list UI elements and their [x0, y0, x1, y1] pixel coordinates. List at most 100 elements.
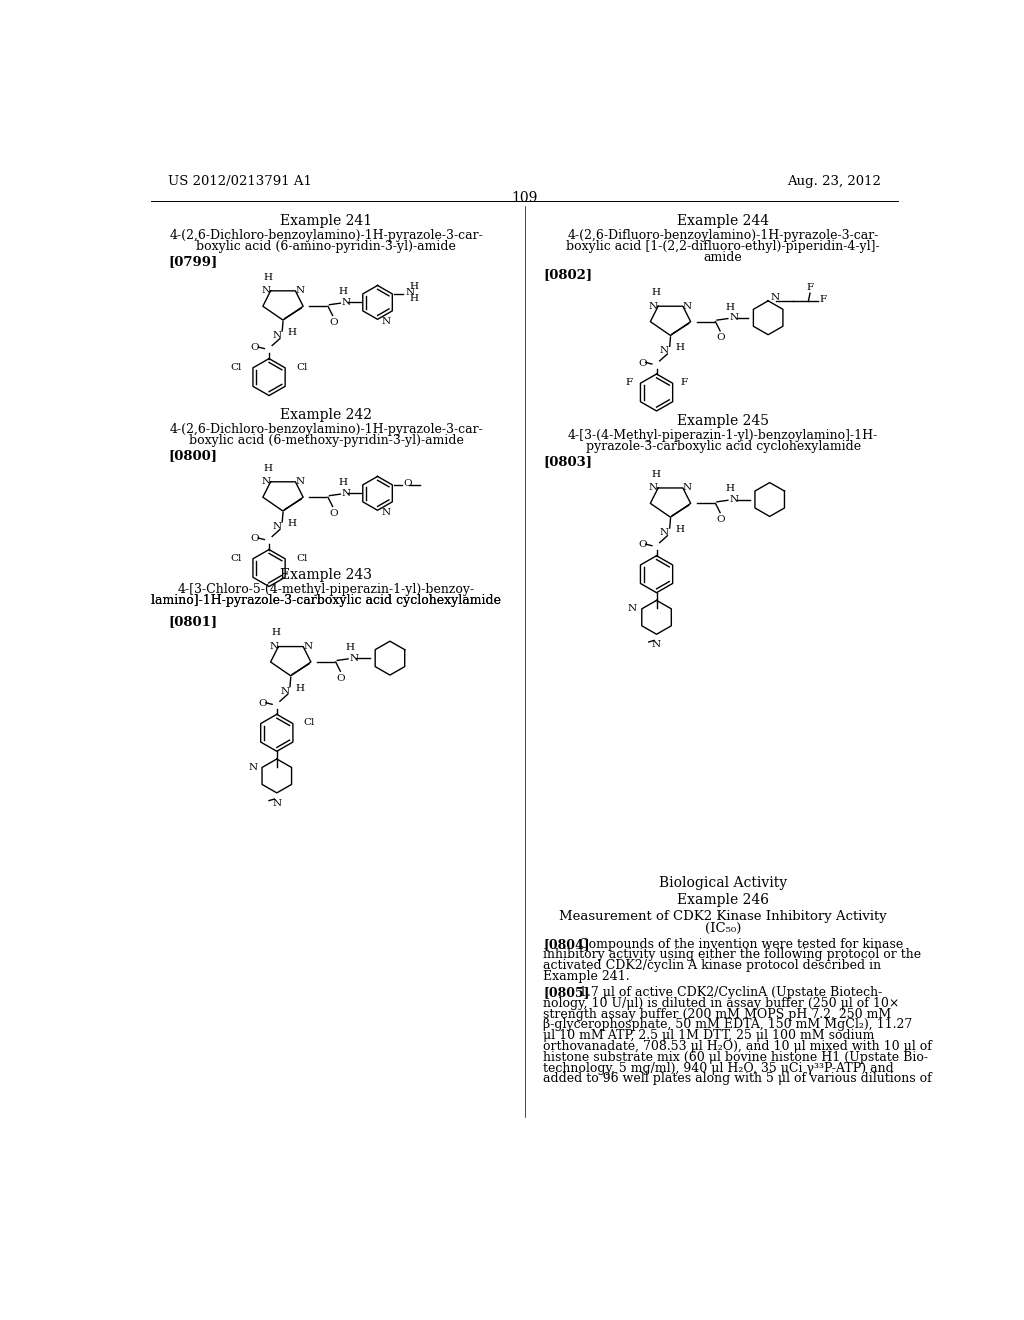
Text: Biological Activity: Biological Activity: [659, 876, 787, 890]
Text: N: N: [248, 763, 257, 772]
Text: Cl: Cl: [230, 363, 242, 371]
Text: Cl: Cl: [296, 553, 307, 562]
Text: 109: 109: [512, 191, 538, 205]
Text: N: N: [261, 478, 270, 486]
Text: Example 241.: Example 241.: [544, 970, 630, 983]
Text: H: H: [410, 294, 419, 304]
Text: boxylic acid (6-methoxy-pyridin-3-yl)-amide: boxylic acid (6-methoxy-pyridin-3-yl)-am…: [189, 434, 464, 447]
Text: Example 244: Example 244: [677, 214, 769, 228]
Text: 4-(2,6-Dichloro-benzoylamino)-1H-pyrazole-3-car-: 4-(2,6-Dichloro-benzoylamino)-1H-pyrazol…: [170, 424, 483, 437]
Text: technology, 5 mg/ml), 940 μl H₂O, 35 μCi γ³³P-ATP) and: technology, 5 mg/ml), 940 μl H₂O, 35 μCi…: [544, 1061, 894, 1074]
Text: O: O: [337, 673, 345, 682]
Text: 4-[3-Chloro-5-(4-methyl-piperazin-1-yl)-benzoy-: 4-[3-Chloro-5-(4-methyl-piperazin-1-yl)-…: [178, 583, 475, 597]
Text: N: N: [659, 528, 669, 537]
Text: added to 96 well plates along with 5 μl of various dilutions of: added to 96 well plates along with 5 μl …: [544, 1072, 932, 1085]
Text: O: O: [251, 343, 259, 352]
Text: N: N: [628, 605, 637, 614]
Text: [0799]: [0799]: [168, 256, 217, 268]
Text: Example 242: Example 242: [281, 408, 373, 422]
Text: O: O: [329, 318, 338, 327]
Text: 4-(2,6-Difluoro-benzoylamino)-1H-pyrazole-3-car-: 4-(2,6-Difluoro-benzoylamino)-1H-pyrazol…: [567, 230, 879, 243]
Text: N: N: [381, 317, 390, 326]
Text: H: H: [410, 281, 419, 290]
Text: N: N: [729, 495, 738, 504]
Text: N: N: [281, 686, 289, 696]
Text: N: N: [649, 483, 658, 492]
Text: Aug. 23, 2012: Aug. 23, 2012: [787, 176, 882, 189]
Text: Measurement of CDK2 Kinase Inhibitory Activity: Measurement of CDK2 Kinase Inhibitory Ac…: [559, 909, 887, 923]
Text: [0802]: [0802]: [544, 268, 593, 281]
Text: F: F: [626, 378, 633, 387]
Text: pyrazole-3-carboxylic acid cyclohexylamide: pyrazole-3-carboxylic acid cyclohexylami…: [586, 441, 861, 453]
Text: H: H: [675, 343, 684, 352]
Text: H: H: [338, 288, 347, 296]
Text: activated CDK2/cyclin A kinase protocol described in: activated CDK2/cyclin A kinase protocol …: [544, 960, 882, 973]
Text: N: N: [652, 640, 662, 649]
Text: (IC₅₀): (IC₅₀): [705, 923, 741, 936]
Text: [0803]: [0803]: [544, 455, 593, 469]
Text: N: N: [272, 331, 282, 341]
Text: N: N: [659, 346, 669, 355]
Text: N: N: [349, 653, 358, 663]
Text: N: N: [269, 642, 279, 651]
Text: Example 245: Example 245: [677, 414, 769, 428]
Text: H: H: [295, 684, 304, 693]
Text: N: N: [261, 286, 270, 296]
Text: Cl: Cl: [296, 363, 307, 371]
Text: N: N: [295, 286, 304, 296]
Text: H: H: [264, 463, 272, 473]
Text: strength assay buffer (200 mM MOPS pH 7.2, 250 mM: strength assay buffer (200 mM MOPS pH 7.…: [544, 1007, 892, 1020]
Text: N: N: [342, 298, 351, 306]
Text: N: N: [683, 483, 692, 492]
Text: N: N: [683, 302, 692, 310]
Text: H: H: [271, 628, 281, 638]
Text: N: N: [729, 313, 738, 322]
Text: Example 241: Example 241: [281, 214, 373, 228]
Text: N: N: [770, 293, 779, 302]
Text: μl 10 mM ATP, 2.5 μl 1M DTT, 25 μl 100 mM sodium: μl 10 mM ATP, 2.5 μl 1M DTT, 25 μl 100 m…: [544, 1030, 874, 1043]
Text: Compounds of the invention were tested for kinase: Compounds of the invention were tested f…: [579, 937, 903, 950]
Text: H: H: [288, 519, 297, 528]
Text: boxylic acid (6-amino-pyridin-3-yl)-amide: boxylic acid (6-amino-pyridin-3-yl)-amid…: [197, 240, 457, 253]
Text: orthovanadate, 708.53 μl H₂O), and 10 μl mixed with 10 μl of: orthovanadate, 708.53 μl H₂O), and 10 μl…: [544, 1040, 932, 1053]
Text: H: H: [651, 470, 660, 479]
Text: O: O: [717, 515, 725, 524]
Text: O: O: [638, 359, 647, 368]
Text: 4-(2,6-Dichloro-benzoylamino)-1H-pyrazole-3-car-: 4-(2,6-Dichloro-benzoylamino)-1H-pyrazol…: [170, 230, 483, 243]
Text: O: O: [638, 540, 647, 549]
Text: H: H: [338, 478, 347, 487]
Text: lamino]-1H-pyrazole-3-carboxylic acid cyclohexylamide: lamino]-1H-pyrazole-3-carboxylic acid cy…: [152, 594, 502, 607]
Text: lamino]-1H-pyrazole-3-carboxylic acid cyclohexylamide: lamino]-1H-pyrazole-3-carboxylic acid cy…: [152, 594, 502, 607]
Text: F: F: [807, 282, 813, 292]
Text: N: N: [406, 288, 415, 297]
Text: H: H: [726, 484, 734, 494]
Text: H: H: [675, 525, 684, 535]
Text: H: H: [726, 302, 734, 312]
Text: Cl: Cl: [304, 718, 315, 727]
Text: O: O: [251, 535, 259, 544]
Text: 1.7 μl of active CDK2/CyclinA (Upstate Biotech-: 1.7 μl of active CDK2/CyclinA (Upstate B…: [579, 986, 883, 999]
Text: H: H: [346, 643, 355, 652]
Text: Example 246: Example 246: [677, 892, 769, 907]
Text: US 2012/0213791 A1: US 2012/0213791 A1: [168, 176, 312, 189]
Text: histone substrate mix (60 μl bovine histone H1 (Upstate Bio-: histone substrate mix (60 μl bovine hist…: [544, 1051, 929, 1064]
Text: [0800]: [0800]: [168, 449, 217, 462]
Text: N: N: [272, 799, 282, 808]
Text: N: N: [272, 521, 282, 531]
Text: inhibitory activity using either the following protocol or the: inhibitory activity using either the fol…: [544, 949, 922, 961]
Text: F: F: [680, 378, 687, 387]
Text: N: N: [342, 488, 351, 498]
Text: 4-[3-(4-Methyl-piperazin-1-yl)-benzoylamino]-1H-: 4-[3-(4-Methyl-piperazin-1-yl)-benzoylam…: [568, 429, 879, 442]
Text: [0804]: [0804]: [544, 937, 590, 950]
Text: H: H: [264, 273, 272, 281]
Text: N: N: [381, 508, 390, 517]
Text: O: O: [403, 479, 412, 488]
Text: Example 243: Example 243: [281, 568, 373, 582]
Text: nology, 10 U/μl) is diluted in assay buffer (250 μl of 10×: nology, 10 U/μl) is diluted in assay buf…: [544, 997, 900, 1010]
Text: H: H: [288, 327, 297, 337]
Text: F: F: [819, 294, 826, 304]
Text: N: N: [295, 478, 304, 486]
Text: H: H: [651, 288, 660, 297]
Text: O: O: [329, 508, 338, 517]
Text: boxylic acid [1-(2,2-difluoro-ethyl)-piperidin-4-yl]-: boxylic acid [1-(2,2-difluoro-ethyl)-pip…: [566, 240, 880, 253]
